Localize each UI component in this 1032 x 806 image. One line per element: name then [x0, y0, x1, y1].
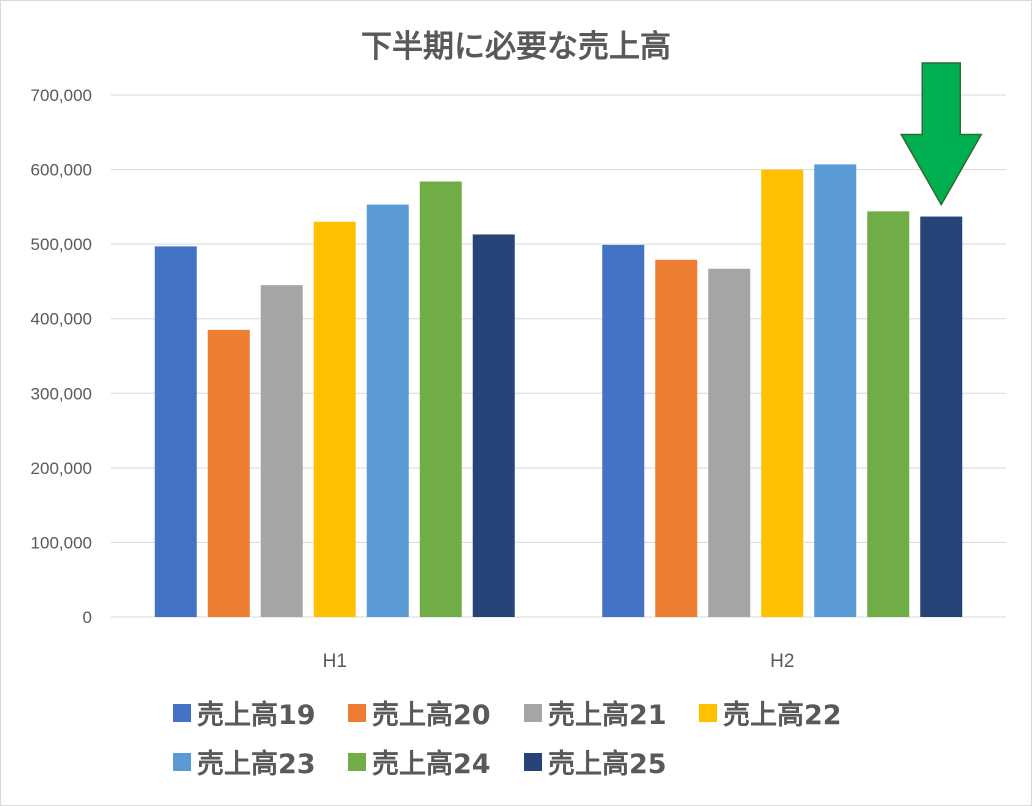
legend-item: 売上高22: [699, 699, 842, 731]
x-tick-label: H2: [770, 651, 794, 672]
legend-item: 売上高25: [524, 748, 667, 780]
legend-item: 売上高20: [348, 699, 491, 731]
legend-label: 売上高24: [372, 748, 491, 780]
gridlines: [111, 94, 1006, 618]
legend-label: 売上高19: [197, 699, 316, 731]
bar-売上高25-H2: [920, 216, 963, 617]
bar-売上高21-H2: [708, 268, 751, 617]
bar-売上高22-H1: [313, 221, 356, 617]
legend-swatch: [348, 704, 366, 722]
x-tick-label: H1: [323, 651, 347, 672]
legend-item: 売上高23: [173, 748, 316, 780]
legend-label: 売上高20: [372, 699, 491, 731]
bar-売上高23-H2: [814, 164, 857, 617]
legend-item: 売上高21: [524, 699, 667, 731]
bar-売上高23-H1: [366, 204, 409, 617]
bar-売上高22-H2: [761, 169, 804, 618]
x-axis-tick-labels: H1 H2: [323, 651, 795, 672]
bars: [154, 164, 963, 618]
legend-label: 売上高23: [197, 748, 316, 780]
legend-item: 売上高19: [173, 699, 316, 731]
chart-title: 下半期に必要な売上高: [361, 29, 671, 65]
y-tick-label: 0: [83, 608, 92, 627]
legend-swatch: [699, 704, 717, 722]
legend-label: 売上高22: [723, 699, 842, 731]
y-tick-label: 400,000: [31, 310, 92, 329]
down-arrow-icon: [899, 62, 983, 207]
y-tick-label: 600,000: [31, 161, 92, 180]
y-tick-label: 500,000: [31, 235, 92, 254]
legend-swatch: [173, 753, 191, 771]
legend-label: 売上高21: [548, 699, 667, 731]
y-axis-tick-labels: 0 100,000 200,000 300,000 400,000 500,000 600,…: [31, 86, 92, 627]
legend: 売上高19 売上高20 売上高21 売上高22 売上高23 売上高24 売上高25: [173, 699, 842, 780]
bar-売上高19-H1: [154, 246, 197, 617]
bar-売上高21-H1: [260, 285, 303, 617]
legend-label: 売上高25: [548, 748, 667, 780]
bar-売上高19-H2: [602, 244, 645, 618]
bar-売上高24-H1: [419, 181, 462, 617]
legend-swatch: [173, 704, 191, 722]
y-tick-label: 200,000: [31, 459, 92, 478]
y-tick-label: 300,000: [31, 384, 92, 403]
y-tick-label: 100,000: [31, 533, 92, 552]
legend-swatch: [524, 704, 542, 722]
bar-売上高24-H2: [867, 211, 910, 617]
legend-swatch: [348, 753, 366, 771]
y-tick-label: 700,000: [31, 86, 92, 105]
legend-item: 売上高24: [348, 748, 491, 780]
bar-売上高20-H2: [655, 259, 698, 617]
bar-売上高20-H1: [207, 329, 250, 617]
legend-swatch: [524, 753, 542, 771]
annotation: [899, 62, 983, 207]
bar-売上高25-H1: [472, 234, 515, 617]
